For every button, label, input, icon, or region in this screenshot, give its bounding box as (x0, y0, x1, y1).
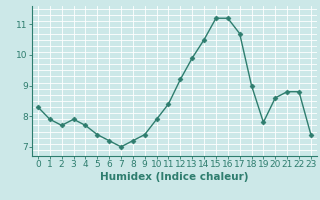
X-axis label: Humidex (Indice chaleur): Humidex (Indice chaleur) (100, 172, 249, 182)
